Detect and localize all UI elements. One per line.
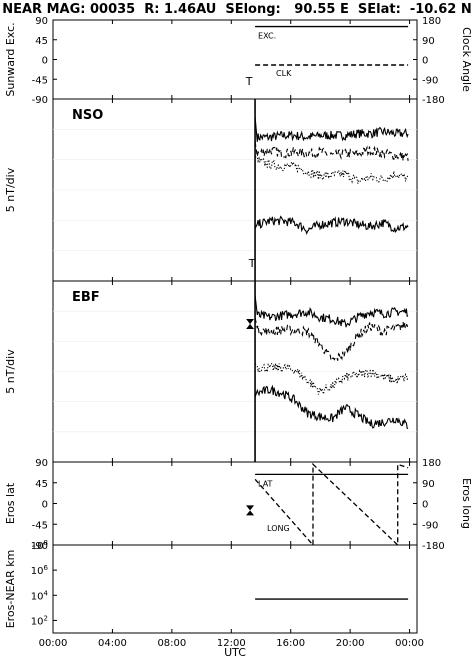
right-tick-label: -180 — [422, 541, 445, 552]
marker-t-label: T — [248, 257, 256, 270]
hourglass-marker — [246, 319, 255, 329]
trace-ebf-1 — [254, 295, 409, 328]
trace-ebf-2 — [254, 317, 409, 363]
hourglass-marker — [246, 505, 255, 516]
right-tick-label: -90 — [422, 520, 438, 531]
y-tick-label: 90 — [35, 458, 48, 469]
y-tick-label: 106 — [31, 564, 49, 577]
right-tick-label: 90 — [422, 36, 435, 47]
x-tick-label: 00:00 — [39, 638, 68, 649]
long-annotation: LONG — [267, 524, 290, 533]
right-tick-label: 180 — [422, 458, 441, 469]
y-tick-label: 102 — [31, 614, 48, 627]
x-tick-label: 12:00 — [217, 638, 246, 649]
x-tick-label: 20:00 — [336, 638, 365, 649]
trace-nso-4 — [254, 215, 409, 235]
panel-frame-5 — [52, 544, 418, 634]
y-tick-label: 45 — [35, 479, 48, 490]
trace-nso-2 — [254, 141, 409, 161]
trace-ebf-4 — [254, 384, 409, 429]
right-tick-label: -180 — [422, 95, 445, 106]
y-axis-label: Eros lat — [4, 482, 17, 524]
y-axis-label: Sunward Exc. — [4, 22, 17, 96]
y-tick-label: -90 — [32, 95, 48, 106]
right-tick-label: 90 — [422, 479, 435, 490]
exc-annotation: EXC. — [258, 32, 276, 41]
series-line-long — [254, 462, 409, 547]
x-tick-label: 16:00 — [276, 638, 305, 649]
clk-annotation: CLK — [276, 69, 292, 78]
right-axis-label: Eros long — [460, 478, 473, 529]
y-tick-label: 0 — [42, 56, 48, 67]
y-axis-label: Eros-NEAR km — [4, 550, 17, 629]
lat-annotation: LAT — [258, 479, 272, 488]
y-tick-label: -45 — [32, 75, 48, 86]
trace-nso-1 — [254, 117, 409, 142]
x-tick-label: 04:00 — [98, 638, 127, 649]
hourglass-marker-label: T — [247, 319, 253, 328]
y-tick-label: 90 — [35, 16, 48, 27]
trace-nso-3 — [255, 156, 409, 184]
panel-title-nso: NSO — [72, 108, 103, 123]
x-tick-label: 08:00 — [157, 638, 186, 649]
x-axis-label: UTC — [224, 646, 246, 656]
right-tick-label: 180 — [422, 16, 441, 27]
y-tick-label: -45 — [32, 520, 48, 531]
right-axis-label: Clock Angle — [460, 27, 473, 92]
panel-frame-1 — [52, 19, 418, 100]
marker-t-label: T — [245, 75, 253, 88]
y-axis-label: 5 nT/div — [4, 167, 17, 212]
right-tick-label: 0 — [422, 56, 428, 67]
right-tick-label: 0 — [422, 500, 428, 511]
right-tick-label: -90 — [422, 75, 438, 86]
panel-title-ebf: EBF — [72, 290, 100, 305]
trace-ebf-3 — [254, 362, 409, 395]
x-tick-label: 00:00 — [395, 638, 424, 649]
y-tick-label: -90 — [32, 541, 48, 552]
y-tick-label: 0 — [42, 500, 48, 511]
y-tick-label: 45 — [35, 36, 48, 47]
y-tick-label: 104 — [31, 589, 49, 602]
y-axis-label: 5 nT/div — [4, 349, 17, 394]
plot-header: NEAR MAG: 00035 R: 1.46AU SElong: 90.55 … — [2, 2, 472, 17]
